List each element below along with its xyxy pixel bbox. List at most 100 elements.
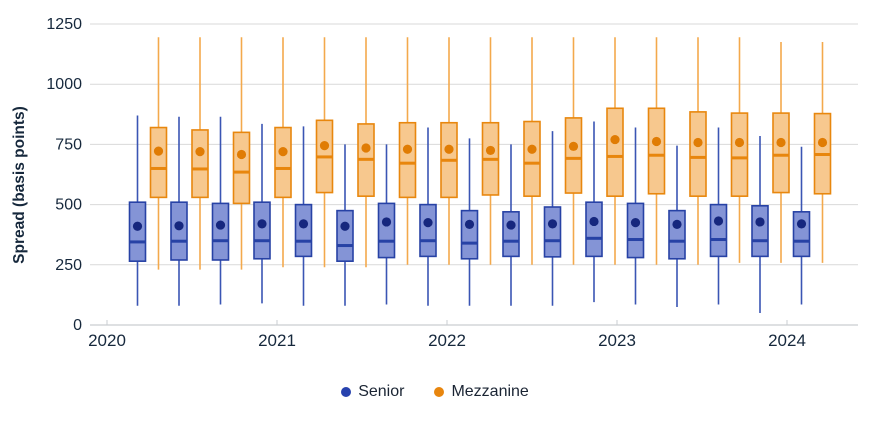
mean-dot [132, 221, 143, 231]
mean-dot [547, 219, 558, 229]
y-tick-label-250: 250 [55, 257, 82, 274]
mean-dot [195, 147, 205, 157]
mean-dot [381, 217, 392, 227]
mean-dot [444, 144, 454, 154]
box-mezzanine-q4-2022 [564, 37, 583, 265]
box-mezzanine-q1-2023 [606, 37, 624, 265]
mean-dot [485, 145, 496, 156]
iqr-box [730, 112, 749, 197]
chart-legend: Senior Mezzanine [0, 383, 870, 401]
mean-dot [693, 137, 703, 148]
box-senior-q2-2021 [294, 126, 313, 306]
mean-dot [755, 217, 765, 227]
iqr-box [647, 107, 666, 195]
mean-dot [402, 144, 413, 154]
iqr-box [398, 121, 417, 199]
iqr-box [419, 203, 437, 258]
y-tick-label-1250: 1250 [46, 16, 82, 33]
mezzanine-dot-icon [434, 387, 445, 397]
y-tick-label-1000: 1000 [46, 76, 82, 93]
mean-dot [423, 218, 433, 228]
box-mezzanine-q3-2020 [191, 37, 209, 270]
box-mezzanine-q3-2022 [523, 37, 541, 265]
iqr-box [274, 126, 292, 199]
box-senior-q3-2023 [668, 145, 686, 307]
legend-label-mezzanine: Mezzanine [451, 383, 529, 400]
iqr-box [772, 112, 790, 194]
x-tick-label-2022: 2022 [428, 331, 466, 350]
mean-dot [174, 221, 184, 231]
iqr-box [232, 131, 251, 205]
mean-dot [776, 137, 786, 148]
legend-item-mezzanine[interactable]: Mezzanine [434, 383, 529, 401]
x-tick-label-2020: 2020 [88, 331, 126, 350]
iqr-box [253, 201, 271, 260]
box-senior-q1-2024 [751, 135, 769, 313]
mean-dot [464, 219, 475, 229]
iqr-box [606, 107, 624, 197]
box-senior-q2-2022 [460, 138, 479, 306]
box-senior-q2-2023 [626, 127, 645, 305]
mean-dot [796, 219, 807, 229]
iqr-box [460, 209, 479, 260]
mean-dot [340, 221, 350, 231]
box-mezzanine-q2-2022 [481, 37, 500, 265]
box-mezzanine-q2-2021 [315, 37, 334, 268]
mean-dot [236, 149, 247, 160]
y-tick-label-500: 500 [55, 197, 82, 214]
mean-dot [527, 144, 537, 154]
box-senior-q4-2020 [211, 116, 230, 305]
y-tick-label-750: 750 [55, 136, 82, 153]
box-mezzanine-q4-2020 [232, 37, 251, 270]
box-mezzanine-q3-2021 [357, 37, 375, 268]
mean-dot [713, 216, 724, 226]
iqr-box [128, 201, 147, 262]
mean-dot [651, 136, 662, 147]
mean-dot [298, 219, 309, 229]
iqr-box [211, 202, 230, 261]
x-tick-label-2023: 2023 [598, 331, 636, 350]
box-mezzanine-q2-2023 [647, 37, 666, 265]
box-senior-q1-2021 [253, 123, 271, 304]
box-senior-q4-2023 [709, 127, 728, 305]
box-senior-q4-2021 [377, 144, 396, 305]
box-mezzanine-q2-2020 [149, 37, 168, 270]
box-senior-q3-2020 [170, 116, 188, 306]
iqr-box [792, 211, 811, 258]
mean-dot [672, 219, 682, 229]
iqr-box [626, 202, 645, 259]
iqr-box [585, 201, 603, 258]
box-senior-q2-2020 [128, 115, 147, 306]
iqr-box [502, 211, 520, 258]
mean-dot [734, 137, 745, 148]
mean-dot [319, 141, 330, 151]
iqr-box [149, 126, 168, 199]
iqr-box [336, 209, 354, 262]
iqr-box [689, 111, 707, 197]
senior-dot-icon [341, 387, 352, 397]
iqr-box [377, 202, 396, 259]
box-senior-q1-2022 [419, 127, 437, 306]
iqr-box [668, 209, 686, 260]
box-mezzanine-q4-2023 [730, 37, 749, 263]
mean-dot [153, 146, 164, 156]
iqr-box [523, 120, 541, 197]
legend-item-senior[interactable]: Senior [341, 383, 404, 401]
iqr-box [543, 206, 562, 258]
iqr-box [294, 203, 313, 258]
y-tick-label-0: 0 [73, 317, 82, 334]
box-mezzanine-q1-2022 [440, 37, 458, 265]
mean-dot [278, 147, 288, 157]
box-mezzanine-q1-2021 [274, 37, 292, 268]
box-mezzanine-q2-2024 [813, 42, 832, 263]
mean-dot [589, 216, 599, 227]
legend-label-senior: Senior [358, 383, 405, 400]
mean-dot [361, 143, 371, 153]
mean-dot [506, 220, 516, 230]
mean-dot [817, 137, 828, 148]
mean-dot [568, 141, 579, 151]
x-tick-label-2021: 2021 [258, 331, 296, 350]
box-senior-q2-2024 [792, 146, 811, 305]
mean-dot [610, 134, 620, 145]
y-axis-title: Spread (basis points) [11, 106, 28, 264]
